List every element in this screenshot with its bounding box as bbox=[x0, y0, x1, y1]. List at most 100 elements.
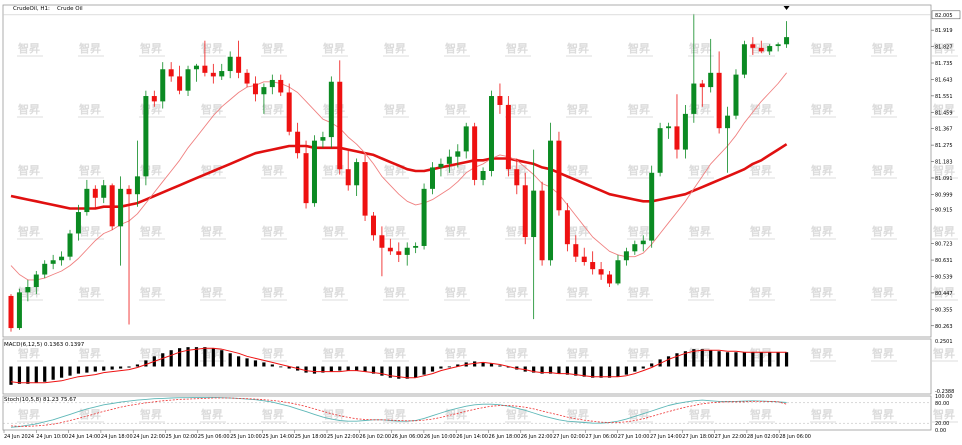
macd-bar bbox=[371, 366, 376, 374]
macd-bar bbox=[203, 347, 207, 367]
candle bbox=[59, 251, 65, 266]
macd-bar bbox=[397, 366, 401, 379]
candle bbox=[455, 144, 461, 168]
watermark-glyph: 智昇 bbox=[140, 163, 162, 177]
watermark-glyph: 智昇 bbox=[628, 407, 650, 421]
watermark-glyph: 智昇 bbox=[933, 346, 955, 360]
macd-bar bbox=[768, 352, 772, 367]
watermark-glyph: 智昇 bbox=[933, 224, 955, 238]
stochastic-signal-line bbox=[10, 397, 787, 427]
macd-bar bbox=[59, 366, 64, 378]
candle-body bbox=[682, 113, 688, 150]
time-tick-label: 24 Jun 18:00 bbox=[101, 434, 133, 440]
watermark-underline bbox=[261, 421, 287, 423]
macd-bar bbox=[253, 360, 258, 367]
watermark-glyph: 智昇 bbox=[689, 407, 711, 421]
watermark-underline bbox=[505, 299, 531, 301]
macd-bar bbox=[237, 356, 241, 367]
candle bbox=[413, 242, 419, 254]
candle-body bbox=[345, 169, 351, 186]
macd-bar bbox=[742, 352, 747, 367]
stochastic-panel: Stoch(10,5,8) 81.23 75.67 bbox=[3, 396, 931, 428]
watermark-underline bbox=[444, 299, 470, 301]
watermark-underline bbox=[383, 55, 409, 57]
macd-bar bbox=[700, 349, 704, 367]
candle bbox=[522, 172, 528, 245]
watermark-glyph: 智昇 bbox=[262, 285, 284, 299]
price-tick-label: 81.643 bbox=[935, 77, 953, 83]
candle bbox=[396, 242, 402, 263]
watermark-glyph: 智昇 bbox=[384, 41, 406, 55]
watermark-underline bbox=[261, 299, 287, 301]
watermark-underline bbox=[200, 116, 226, 118]
candlestick-series bbox=[8, 13, 790, 332]
candle bbox=[640, 235, 646, 252]
watermark-glyph: 智昇 bbox=[201, 224, 223, 238]
macd-bar bbox=[565, 366, 569, 375]
candle bbox=[514, 158, 520, 195]
macd-bar bbox=[363, 366, 367, 372]
macd-bar bbox=[582, 366, 586, 377]
watermark-underline bbox=[505, 360, 531, 362]
ma-fast-line bbox=[10, 72, 787, 281]
macd-bar bbox=[34, 366, 38, 383]
candle-body bbox=[522, 185, 528, 238]
macd-bar bbox=[641, 366, 645, 369]
watermark-glyph: 智昇 bbox=[567, 285, 589, 299]
watermark-glyph: 智昇 bbox=[872, 285, 894, 299]
macd-bar bbox=[666, 356, 671, 367]
watermark-glyph: 智昇 bbox=[323, 346, 345, 360]
watermark-glyph: 智昇 bbox=[506, 285, 528, 299]
watermark-glyph: 智昇 bbox=[262, 102, 284, 116]
candle-body bbox=[716, 72, 722, 129]
candle-body bbox=[168, 69, 174, 77]
watermark-glyph: 智昇 bbox=[140, 102, 162, 116]
candle-body bbox=[489, 96, 495, 171]
candle-body bbox=[151, 96, 157, 102]
candle bbox=[303, 140, 309, 209]
watermark-underline bbox=[78, 421, 104, 423]
candle-body bbox=[438, 163, 444, 168]
watermark-glyph: 智昇 bbox=[384, 346, 406, 360]
candle-body bbox=[725, 115, 731, 129]
watermark-glyph: 智昇 bbox=[811, 285, 833, 299]
price-tick-label: 81.919 bbox=[935, 28, 953, 34]
watermark-glyph: 智昇 bbox=[384, 224, 406, 238]
candle bbox=[185, 65, 191, 97]
macd-bar bbox=[591, 366, 595, 378]
time-tick-label: 26 Jun 22:00 bbox=[521, 434, 553, 440]
macd-bar bbox=[532, 366, 536, 373]
watermark-glyph: 智昇 bbox=[750, 163, 772, 177]
stochastic-tick-label: 80.00 bbox=[935, 401, 949, 407]
watermark-underline bbox=[383, 421, 409, 423]
watermark-underline bbox=[627, 238, 653, 240]
watermark-glyph: 智昇 bbox=[323, 285, 345, 299]
watermark-underline bbox=[566, 55, 592, 57]
macd-bar bbox=[135, 364, 140, 367]
watermark-glyph: 智昇 bbox=[201, 102, 223, 116]
watermark-underline bbox=[627, 299, 653, 301]
candle bbox=[505, 96, 511, 177]
candle-body bbox=[118, 188, 124, 227]
candle bbox=[311, 135, 317, 207]
candle bbox=[623, 247, 629, 266]
watermark-underline bbox=[749, 55, 775, 57]
watermark-underline bbox=[627, 360, 653, 362]
watermark-glyph: 智昇 bbox=[811, 224, 833, 238]
watermark-underline bbox=[139, 299, 165, 301]
symbol-description: Crude Oil bbox=[57, 6, 83, 12]
watermark-underline bbox=[17, 116, 43, 118]
candle-body bbox=[531, 190, 537, 238]
macd-bar bbox=[683, 351, 687, 367]
candle-body bbox=[548, 140, 554, 261]
candle-body bbox=[767, 46, 773, 52]
watermark-glyph: 智昇 bbox=[567, 407, 589, 421]
candle bbox=[632, 240, 638, 255]
candle-body bbox=[455, 151, 461, 157]
watermark-underline bbox=[444, 55, 470, 57]
watermark-underline bbox=[810, 116, 836, 118]
candle bbox=[489, 90, 495, 177]
candle-body bbox=[202, 65, 208, 73]
candle-body bbox=[244, 72, 250, 84]
